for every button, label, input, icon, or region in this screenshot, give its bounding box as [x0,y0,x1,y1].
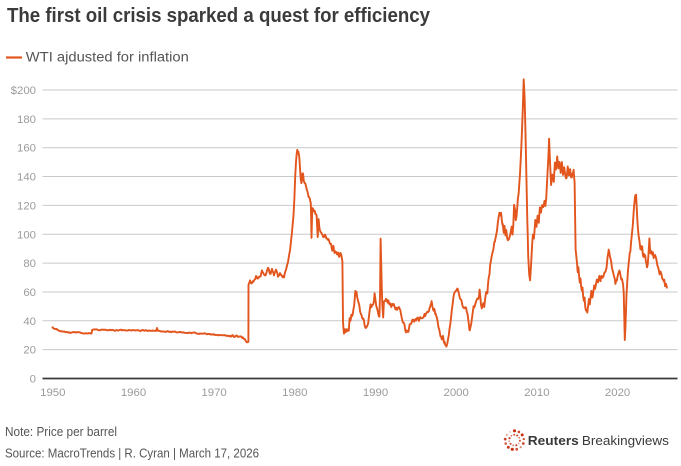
svg-text:100: 100 [17,229,36,241]
svg-text:160: 160 [17,143,36,155]
svg-text:Note: Price per barrel: Note: Price per barrel [5,424,117,439]
svg-text:2000: 2000 [444,387,469,399]
svg-text:120: 120 [17,200,36,212]
svg-text:$200: $200 [11,85,36,97]
svg-text:Reuters: Reuters [528,434,579,448]
svg-text:The first oil crisis sparked a: The first oil crisis sparked a quest for… [7,5,431,27]
svg-text:Source: MacroTrends | R. Cyran: Source: MacroTrends | R. Cyran | March 1… [5,445,259,460]
svg-text:40: 40 [23,316,36,328]
svg-text:20: 20 [23,345,36,357]
svg-text:2020: 2020 [605,387,630,399]
svg-text:1960: 1960 [121,387,146,399]
svg-text:2010: 2010 [524,387,549,399]
svg-text:0: 0 [30,374,36,386]
svg-text:60: 60 [23,287,36,299]
svg-text:1970: 1970 [201,387,226,399]
svg-text:1980: 1980 [282,387,307,399]
svg-text:1990: 1990 [363,387,388,399]
svg-text:140: 140 [17,172,36,184]
svg-text:180: 180 [17,114,36,126]
svg-text:Breakingviews: Breakingviews [582,434,669,448]
svg-text:80: 80 [23,258,36,270]
svg-text:1950: 1950 [40,387,65,399]
svg-text:WTI ajdusted for inflation: WTI ajdusted for inflation [26,50,189,65]
